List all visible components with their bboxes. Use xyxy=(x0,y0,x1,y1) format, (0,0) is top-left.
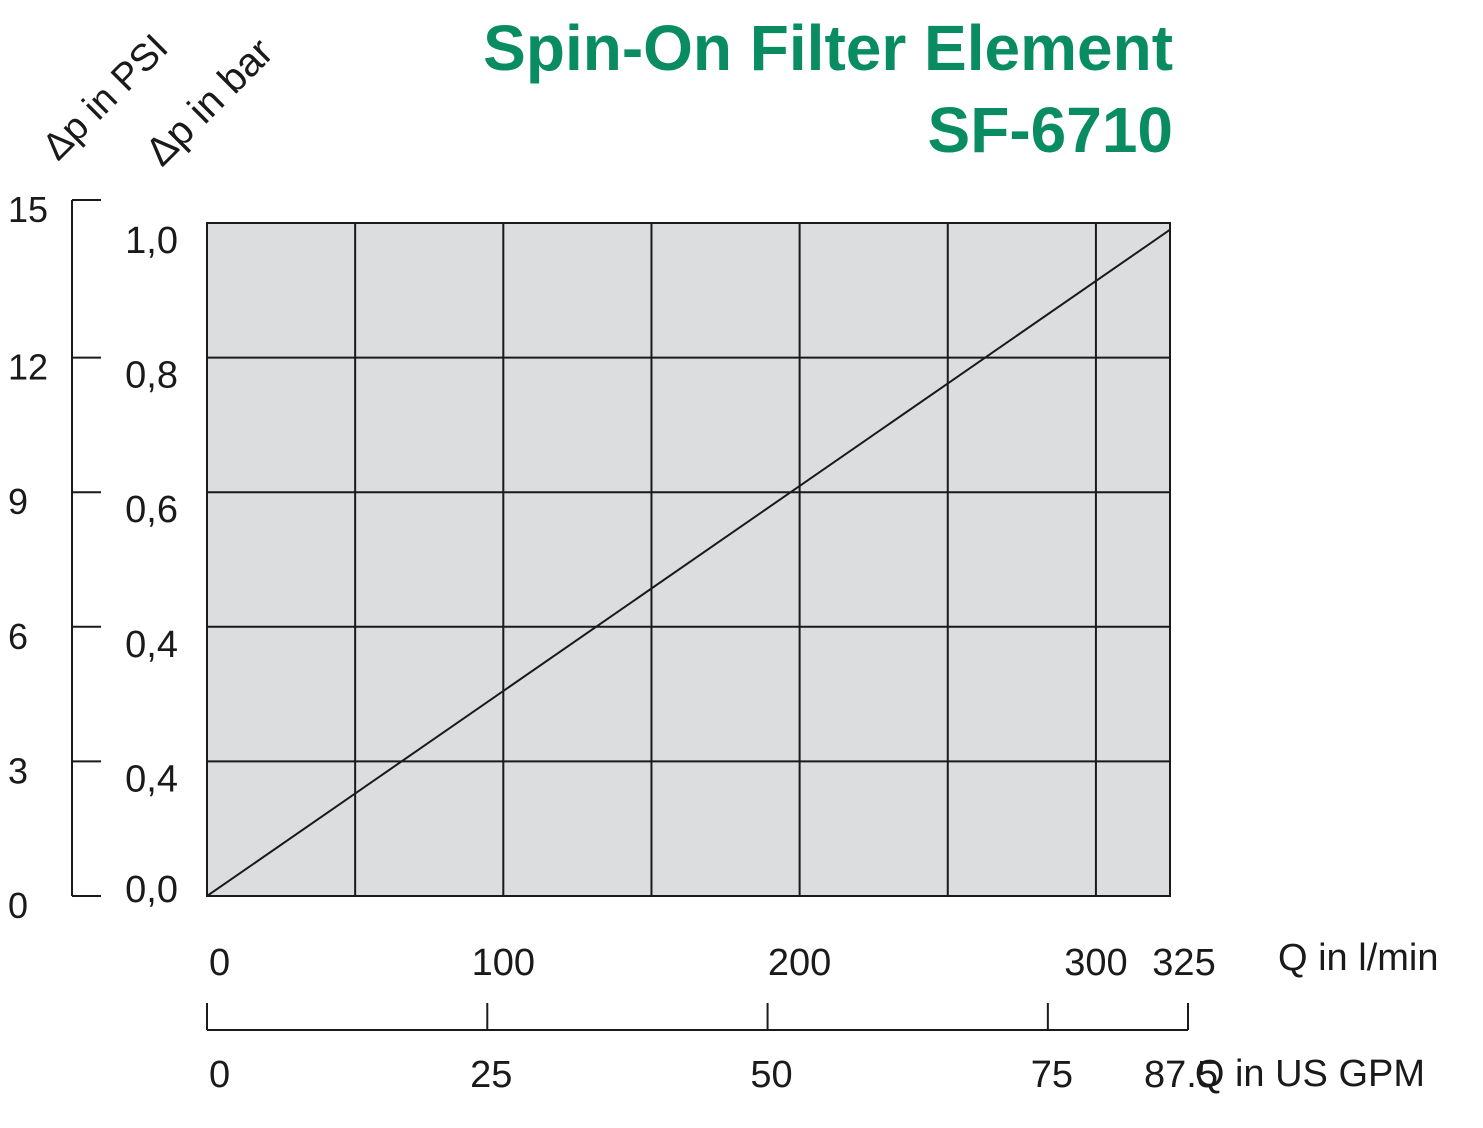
chart-subtitle: SF-6710 xyxy=(928,94,1173,166)
psi-tick-label: 0 xyxy=(8,885,28,926)
psi-tick-label: 15 xyxy=(8,189,48,230)
series-line-0 xyxy=(206,228,1171,897)
grid-lines xyxy=(206,222,1171,897)
psi-tick-label: 9 xyxy=(8,481,28,522)
lmin-axis: 0 100 200 300 325 xyxy=(209,942,1216,984)
gpm-tick-label: 87.5 xyxy=(1144,1054,1218,1096)
gpm-tick-label: 50 xyxy=(750,1054,792,1096)
bar-axis: 0,0 0,4 0,4 0,6 0,8 1,0 xyxy=(125,220,178,911)
lmin-tick-label: 0 xyxy=(209,942,230,984)
x-axis-label-gpm: Q in US GPM xyxy=(1195,1053,1425,1095)
psi-tick-label: 6 xyxy=(8,616,28,657)
psi-axis: 0 3 6 9 12 15 xyxy=(8,189,101,926)
bar-tick-label: 0,4 xyxy=(125,624,178,666)
bar-tick-label: 0,0 xyxy=(125,869,178,911)
bar-tick-label: 0,8 xyxy=(125,355,178,397)
gpm-axis: 0 25 50 75 87.5 xyxy=(206,1003,1218,1096)
lmin-tick-label: 100 xyxy=(472,942,535,984)
lmin-tick-label: 325 xyxy=(1152,942,1215,984)
chart-title: Spin-On Filter Element xyxy=(483,12,1173,84)
gpm-tick-label: 75 xyxy=(1031,1054,1073,1096)
bar-tick-label: 0,6 xyxy=(125,489,178,531)
gpm-tick-label: 0 xyxy=(209,1054,230,1096)
lmin-tick-label: 300 xyxy=(1064,942,1127,984)
series-layer xyxy=(206,228,1171,897)
bar-tick-label: 1,0 xyxy=(125,220,178,262)
bar-tick-label: 0,4 xyxy=(125,758,178,800)
lmin-tick-label: 200 xyxy=(768,942,831,984)
x-axis-label-lmin: Q in l/min xyxy=(1278,937,1438,979)
psi-tick-label: 12 xyxy=(8,347,48,388)
gpm-tick-label: 25 xyxy=(470,1054,512,1096)
psi-tick-label: 3 xyxy=(8,750,28,791)
